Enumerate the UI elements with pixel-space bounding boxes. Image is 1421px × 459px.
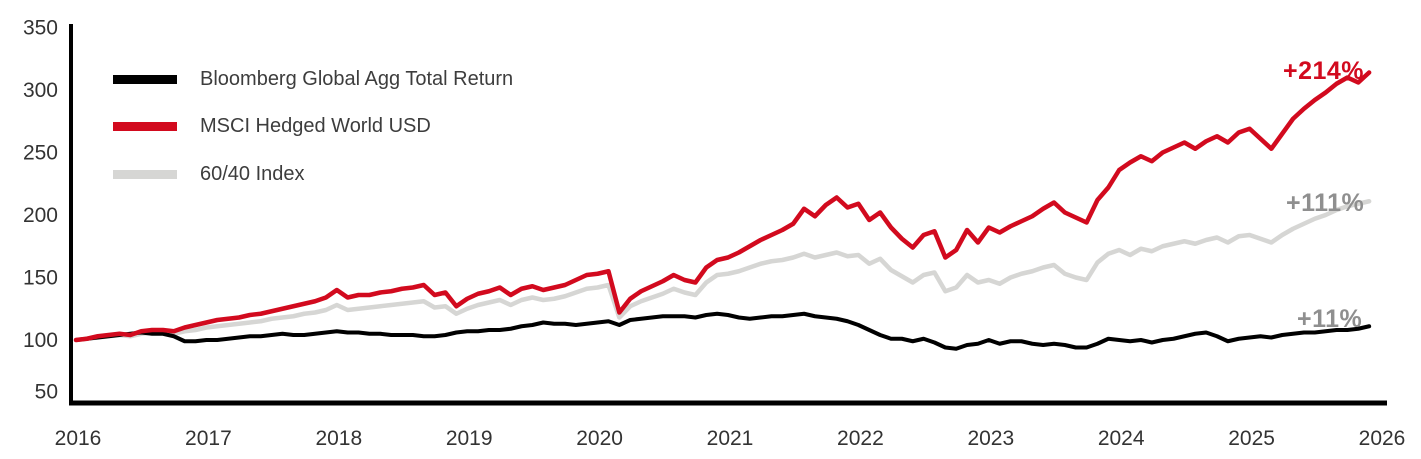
- y-tick-label: 150: [23, 267, 58, 290]
- series-lines: [73, 70, 1372, 351]
- x-tick-label: 2016: [55, 427, 102, 450]
- y-axis-tick-labels: 350 300 250 200 150 100 50: [23, 17, 58, 404]
- x-tick-label: 2019: [446, 427, 493, 450]
- x-tick-label: 2026: [1359, 427, 1406, 450]
- annotation-global-agg-total-return: +11%: [1297, 305, 1363, 333]
- x-tick-label: 2017: [185, 427, 232, 450]
- y-tick-label: 50: [35, 381, 58, 404]
- legend-item-60-40-index: 60/40 Index: [113, 162, 305, 185]
- x-tick-label: 2021: [707, 427, 754, 450]
- x-tick-label: 2022: [837, 427, 884, 450]
- x-tick-label: 2023: [967, 427, 1014, 450]
- legend-item-bloomberg-global-agg: Bloomberg Global Agg Total Return: [113, 67, 514, 90]
- annotation-msci-total-return: +214%: [1283, 57, 1365, 85]
- line-60-40-index: [73, 199, 1372, 343]
- y-tick-label: 200: [23, 204, 58, 227]
- x-tick-label: 2020: [576, 427, 623, 450]
- legend-label: Bloomberg Global Agg Total Return: [200, 67, 514, 90]
- line-bloomberg-global-agg-total-return: [74, 311, 1372, 351]
- legend-item-msci-hedged-world: MSCI Hedged World USD: [113, 114, 431, 137]
- chart-axes: [69, 24, 1387, 406]
- x-tick-label: 2018: [315, 427, 362, 450]
- legend-swatch-gray-line: [113, 169, 177, 179]
- legend-label: MSCI Hedged World USD: [200, 114, 431, 137]
- x-tick-label: 2025: [1228, 427, 1275, 450]
- line-msci-hedged-world-usd: [73, 70, 1372, 343]
- y-tick-label: 250: [23, 142, 58, 165]
- y-tick-label: 100: [23, 329, 58, 352]
- y-tick-label: 300: [23, 79, 58, 102]
- annotation-60-40-total-return: +111%: [1286, 189, 1365, 217]
- x-tick-label: 2024: [1098, 427, 1145, 450]
- legend-swatch-black-line: [113, 74, 177, 84]
- legend-label: 60/40 Index: [200, 162, 305, 185]
- y-tick-label: 350: [23, 17, 58, 40]
- x-axis-tick-labels: 2016 2017 2018 2019 2020 2021 2022 2023 2024 2025…: [55, 427, 1406, 450]
- legend-swatch-red-line: [113, 121, 177, 131]
